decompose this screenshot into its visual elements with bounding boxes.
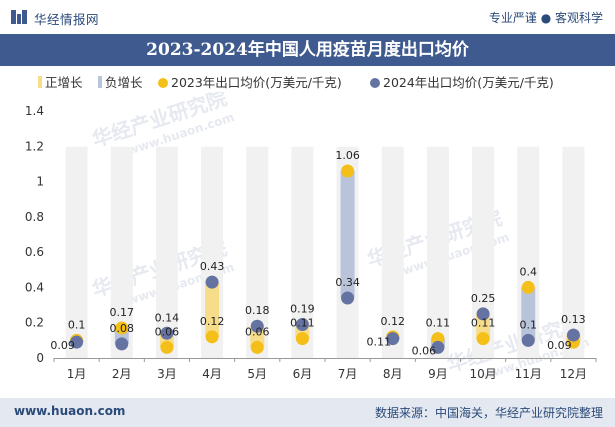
negative-swatch: [98, 76, 102, 88]
point-2024: [521, 333, 535, 347]
point-2023: [341, 164, 355, 178]
data-label-2024: 0.13: [561, 313, 586, 326]
data-label-2024: 0.19: [290, 302, 315, 315]
point-2024: [205, 275, 219, 289]
y-tick-label: 1.4: [25, 104, 44, 118]
point-2024: [70, 335, 84, 349]
data-label-2024: 0.14: [155, 311, 180, 324]
data-label-2023: 0.1: [68, 318, 86, 331]
x-tick-label: 9月: [428, 367, 448, 381]
point-2023: [521, 280, 535, 294]
data-label-2024: 0.43: [200, 260, 225, 273]
point-2024: [386, 332, 400, 346]
legend-item-2024: 2024年出口均价(万美元/千克): [370, 72, 554, 91]
data-label-2024: 0.11: [367, 336, 392, 349]
point-2023: [205, 330, 219, 344]
point-2023: [115, 321, 129, 335]
footer-website: www.huaon.com: [14, 404, 126, 418]
point-2024: [566, 328, 580, 342]
point-2024: [160, 326, 174, 340]
data-label-2023: 0.11: [426, 317, 451, 330]
background-column: [291, 146, 314, 358]
y-tick-label: 0.2: [25, 316, 44, 330]
background-column: [426, 146, 449, 358]
top-bar: 华经情报网 专业严谨 ● 客观科学: [0, 0, 615, 34]
data-label-2023: 0.12: [381, 315, 406, 328]
legend-item-2023: 2023年出口均价(万美元/千克): [158, 72, 342, 91]
point-2023: [160, 340, 174, 354]
x-tick-label: 2月: [112, 367, 132, 381]
y-tick-label: 1: [36, 175, 44, 189]
x-tick-label: 10月: [469, 367, 496, 381]
x-tick-label: 11月: [515, 367, 542, 381]
data-label-2023: 0.11: [471, 317, 496, 330]
x-tick-label: 8月: [383, 367, 403, 381]
y-tick-label: 0: [36, 351, 44, 365]
chart-legend: 正增长 负增长 2023年出口均价(万美元/千克) 2024年出口均价(万美元/…: [38, 72, 608, 92]
change-bar-negative: [521, 287, 536, 341]
background-column: [155, 146, 178, 358]
y-tick-label: 0.6: [25, 245, 44, 259]
data-label-2023: 0.4: [520, 265, 538, 278]
positive-swatch: [38, 76, 42, 88]
data-label-2024: 0.06: [412, 344, 437, 357]
brand-name: 华经情报网: [34, 12, 100, 27]
background-column: [110, 146, 133, 358]
point-2023: [295, 332, 309, 346]
background-column: [472, 146, 495, 358]
data-label-2024: 0.1: [520, 318, 538, 331]
chart-title: 2023-2024年中国人用疫苗月度出口均价: [0, 34, 615, 66]
data-label-2024: 0.08: [110, 322, 135, 335]
series-2023-swatch: [158, 78, 168, 88]
x-tick-label: 5月: [247, 367, 267, 381]
x-tick-label: 12月: [560, 367, 587, 381]
footer-source: 数据来源：中国海关，华经产业研究院整理: [374, 406, 603, 420]
data-label-2024: 0.25: [471, 292, 496, 305]
tagline: 专业严谨 ● 客观科学: [488, 11, 603, 25]
change-bar-negative: [340, 170, 355, 299]
point-2024: [295, 317, 309, 331]
y-tick-label: 0.8: [25, 210, 44, 224]
point-2024: [476, 307, 490, 321]
legend-label-positive: 正增长: [45, 75, 83, 90]
x-tick-label: 1月: [67, 367, 87, 381]
data-label-2024: 0.09: [50, 339, 75, 352]
data-label-2024: 0.18: [245, 304, 270, 317]
data-label-2024: 0.34: [335, 276, 360, 289]
legend-item-positive: 正增长: [38, 72, 83, 91]
logo-icon: [11, 10, 27, 24]
data-label-2023: 0.09: [547, 339, 572, 352]
point-2024: [431, 340, 445, 354]
y-tick-label: 0.4: [25, 280, 44, 294]
point-2023: [476, 332, 490, 346]
legend-label-negative: 负增长: [105, 75, 143, 90]
footer: www.huaon.com 数据来源：中国海关，华经产业研究院整理: [0, 398, 615, 427]
data-label-2023: 0.06: [245, 325, 270, 338]
data-label-2023: 0.11: [290, 317, 315, 330]
data-label-2023: 0.12: [200, 315, 225, 328]
x-tick-label: 7月: [338, 367, 358, 381]
point-2024: [115, 337, 129, 351]
x-tick-label: 4月: [202, 367, 222, 381]
change-bar-positive: [476, 313, 491, 339]
series-2024-swatch: [370, 78, 380, 88]
background-column: [246, 146, 269, 358]
background-column: [65, 146, 88, 358]
background-column: [381, 146, 404, 358]
y-tick-label: 1.2: [25, 139, 44, 153]
change-bar-positive: [205, 282, 220, 337]
x-tick-label: 6月: [293, 367, 313, 381]
legend-label-2024: 2024年出口均价(万美元/千克): [383, 75, 554, 90]
legend-label-2023: 2023年出口均价(万美元/千克): [171, 75, 342, 90]
data-label-2023: 0.17: [110, 306, 135, 319]
chart-area: 华经产业研究院www.huaon.com华经产业研究院www.huaon.com…: [25, 92, 597, 383]
point-2023: [250, 340, 264, 354]
data-label-2023: 0.06: [155, 325, 180, 338]
background-column: [562, 146, 585, 358]
point-2024: [250, 319, 264, 333]
x-tick-label: 3月: [157, 367, 177, 381]
data-label-2023: 1.06: [335, 149, 360, 162]
point-2024: [341, 291, 355, 305]
legend-item-negative: 负增长: [98, 72, 143, 91]
